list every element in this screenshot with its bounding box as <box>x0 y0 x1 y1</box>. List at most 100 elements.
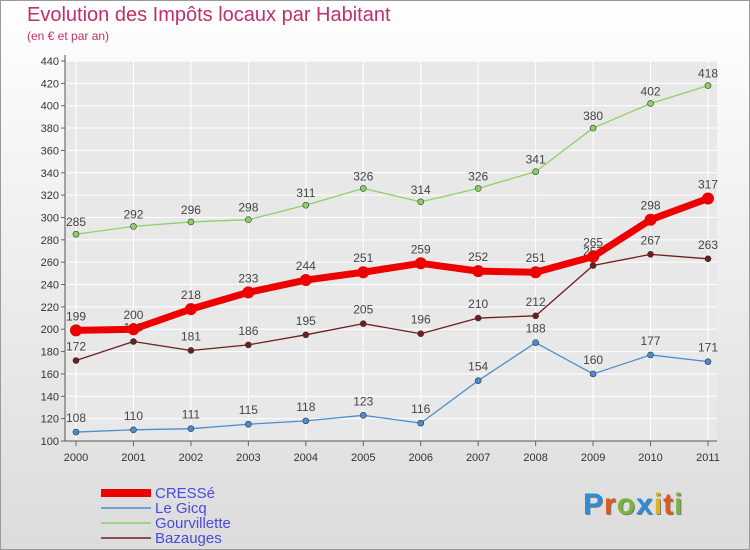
data-label: 110 <box>124 409 143 423</box>
x-tick-label: 2007 <box>466 452 490 464</box>
data-label: 263 <box>698 238 718 252</box>
data-label: 205 <box>353 303 373 317</box>
data-label: 212 <box>526 295 546 309</box>
data-label: 259 <box>411 242 431 256</box>
data-point <box>589 370 597 378</box>
y-tick-label: 260 <box>41 257 59 269</box>
y-tick-label: 420 <box>41 78 59 90</box>
data-label: 402 <box>641 84 661 98</box>
data-point <box>72 357 80 364</box>
data-label: 298 <box>238 201 258 215</box>
x-tick-label: 2006 <box>408 452 432 464</box>
data-point <box>70 324 82 337</box>
data-point <box>414 257 427 270</box>
data-label: 172 <box>66 340 86 354</box>
x-tick-label: 2011 <box>696 452 720 464</box>
y-tick-label: 400 <box>41 101 59 113</box>
x-tick-label: 2002 <box>179 452 203 464</box>
y-tick-label: 120 <box>41 414 59 426</box>
data-point <box>242 286 255 299</box>
data-label: 218 <box>181 288 201 302</box>
chart-subtitle: (en € et par an) <box>27 29 110 43</box>
data-label: 418 <box>698 67 718 81</box>
y-tick-label: 180 <box>41 347 59 359</box>
data-point <box>359 185 367 192</box>
data-point <box>704 82 712 89</box>
data-point <box>644 213 657 226</box>
data-point <box>587 250 600 263</box>
legend-label: Bazauges <box>155 530 222 547</box>
data-label: 108 <box>66 411 86 425</box>
data-point <box>417 330 425 338</box>
data-label: 326 <box>468 169 488 183</box>
y-tick-label: 200 <box>41 324 59 336</box>
logo-letter: r <box>604 488 617 521</box>
series-line <box>75 341 709 433</box>
data-label: 292 <box>123 207 143 221</box>
x-tick-label: 2000 <box>64 452 88 464</box>
chart-title: Evolution des Impôts locaux par Habitant <box>27 4 391 26</box>
y-tick-label: 160 <box>41 369 59 381</box>
y-tick-label: 100 <box>41 436 59 448</box>
data-label: 210 <box>468 297 488 311</box>
y-tick-label: 340 <box>41 168 59 180</box>
legend-label: CRESSé <box>155 485 215 502</box>
data-point <box>474 185 482 192</box>
data-point <box>302 417 310 425</box>
data-label: 111 <box>182 408 201 422</box>
data-point <box>127 323 140 336</box>
data-point <box>245 420 252 428</box>
x-tick-label: 2003 <box>236 452 260 464</box>
legend-label: Gourvillette <box>155 515 231 532</box>
data-label: 181 <box>181 329 201 343</box>
data-point <box>417 198 425 206</box>
data-label: 252 <box>468 250 488 264</box>
x-tick-label: 2008 <box>523 452 547 464</box>
logo-letter: x <box>636 488 654 521</box>
data-label: 314 <box>411 183 431 197</box>
data-point <box>704 255 712 263</box>
data-label: 123 <box>353 394 373 408</box>
data-label: 116 <box>411 402 430 416</box>
data-point <box>302 331 310 339</box>
data-point <box>130 426 137 434</box>
data-point <box>130 338 137 345</box>
data-label: 195 <box>296 314 316 328</box>
plot-area <box>65 61 717 441</box>
y-tick-label: 300 <box>41 212 59 224</box>
data-label: 171 <box>698 341 718 355</box>
data-point <box>589 124 597 132</box>
data-label: 177 <box>641 334 661 348</box>
data-label: 251 <box>353 251 373 265</box>
data-point <box>647 251 654 258</box>
data-point <box>532 339 539 346</box>
data-point <box>647 100 654 107</box>
data-point <box>589 262 597 269</box>
data-point <box>702 192 714 205</box>
data-label: 200 <box>123 308 143 322</box>
data-label: 326 <box>353 169 373 183</box>
proxiti-logo: Proxiti <box>583 488 683 522</box>
logo-letter: t <box>663 488 675 521</box>
data-point <box>187 218 195 226</box>
data-point <box>184 303 197 316</box>
data-point <box>359 411 367 419</box>
series-cress-: 199 200 218 233 244 251 259 252 251 265 298 317 <box>66 177 718 337</box>
data-label: 186 <box>238 324 258 338</box>
data-label: 380 <box>583 109 603 123</box>
x-tick-label: 2005 <box>351 452 375 464</box>
data-point <box>704 358 712 365</box>
data-label: 154 <box>468 360 488 374</box>
series-le-gicq: 108 110 111 115 118 123 116 154 188 160 177 171 <box>66 322 718 436</box>
data-label: 341 <box>526 153 546 167</box>
data-point <box>472 265 485 278</box>
data-label: 267 <box>641 233 661 247</box>
data-point <box>245 216 252 224</box>
logo-letter: o <box>616 488 637 521</box>
series-line <box>75 195 710 334</box>
data-label: 196 <box>411 313 431 327</box>
series-bazauges: 172189181186195205196210212257267263 <box>66 233 718 364</box>
data-point <box>532 312 539 320</box>
data-point <box>302 201 310 209</box>
